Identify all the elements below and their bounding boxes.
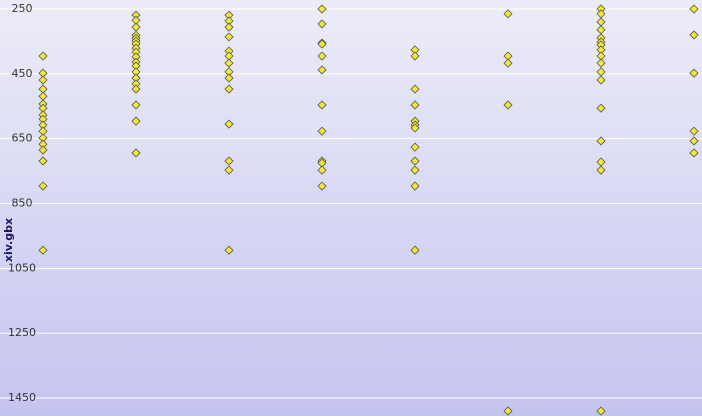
point	[410, 84, 420, 94]
point	[410, 51, 420, 61]
y-tick-label: 1450	[8, 391, 36, 404]
point	[410, 181, 420, 191]
point	[503, 100, 513, 110]
point	[689, 68, 699, 78]
point	[317, 19, 327, 29]
point	[410, 142, 420, 152]
point	[224, 84, 234, 94]
point	[38, 51, 48, 61]
point	[317, 100, 327, 110]
point	[317, 181, 327, 191]
point	[596, 75, 606, 85]
y-tick-label: 650	[12, 132, 33, 145]
point	[503, 406, 513, 416]
point	[410, 100, 420, 110]
point	[689, 126, 699, 136]
point	[689, 136, 699, 146]
point	[410, 123, 420, 133]
point	[224, 119, 234, 129]
point	[689, 30, 699, 40]
point	[38, 181, 48, 191]
point	[689, 148, 699, 158]
point	[503, 58, 513, 68]
point	[596, 58, 606, 68]
point	[317, 165, 327, 175]
point	[224, 165, 234, 175]
point	[596, 165, 606, 175]
point	[131, 84, 141, 94]
point	[596, 136, 606, 146]
y-tick-label: 450	[12, 67, 33, 80]
y-axis-label: xiv.gbx	[2, 218, 15, 262]
point	[131, 116, 141, 126]
point	[38, 245, 48, 255]
point	[224, 245, 234, 255]
point	[596, 406, 606, 416]
point	[410, 156, 420, 166]
point	[317, 51, 327, 61]
point	[317, 4, 327, 14]
y-tick-label: 1250	[8, 326, 36, 339]
point	[38, 145, 48, 155]
point	[317, 39, 327, 49]
point	[131, 100, 141, 110]
point	[224, 156, 234, 166]
point	[410, 245, 420, 255]
point	[689, 4, 699, 14]
point	[410, 165, 420, 175]
point	[224, 22, 234, 32]
point	[317, 65, 327, 75]
point	[38, 156, 48, 166]
y-tick-label: 850	[12, 197, 33, 210]
y-tick-label: 250	[12, 2, 33, 15]
point	[38, 75, 48, 85]
point	[503, 9, 513, 19]
point	[224, 32, 234, 42]
point	[596, 103, 606, 113]
y-tick-label: 1050	[8, 261, 36, 274]
point	[224, 73, 234, 83]
point	[131, 148, 141, 158]
point	[317, 126, 327, 136]
point	[224, 58, 234, 68]
